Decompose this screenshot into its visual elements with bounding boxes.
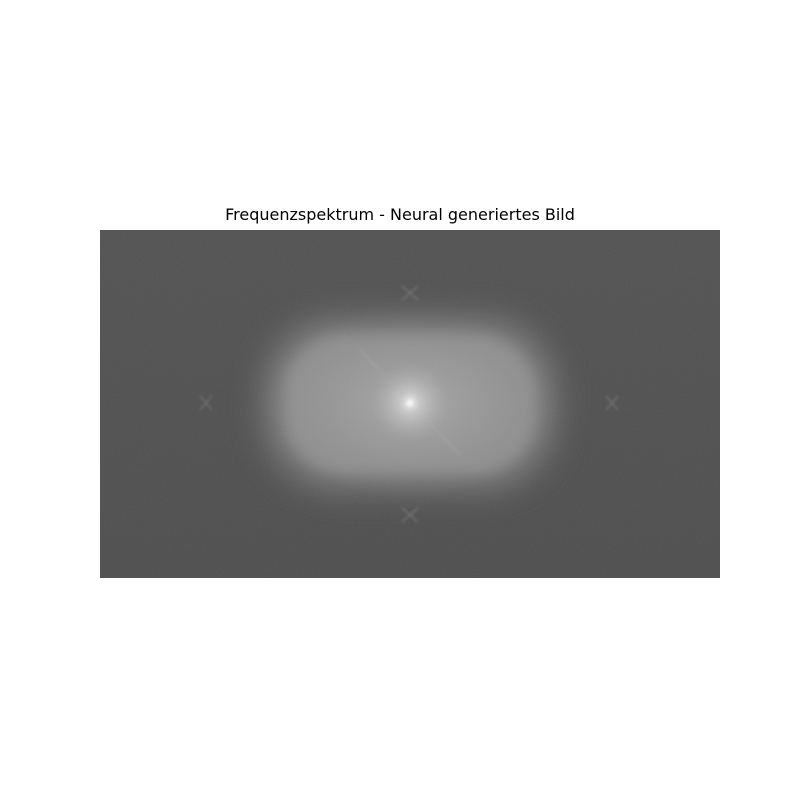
figure-title: Frequenzspektrum - Neural generiertes Bi… — [225, 205, 575, 224]
frequency-spectrum-image — [100, 230, 720, 578]
